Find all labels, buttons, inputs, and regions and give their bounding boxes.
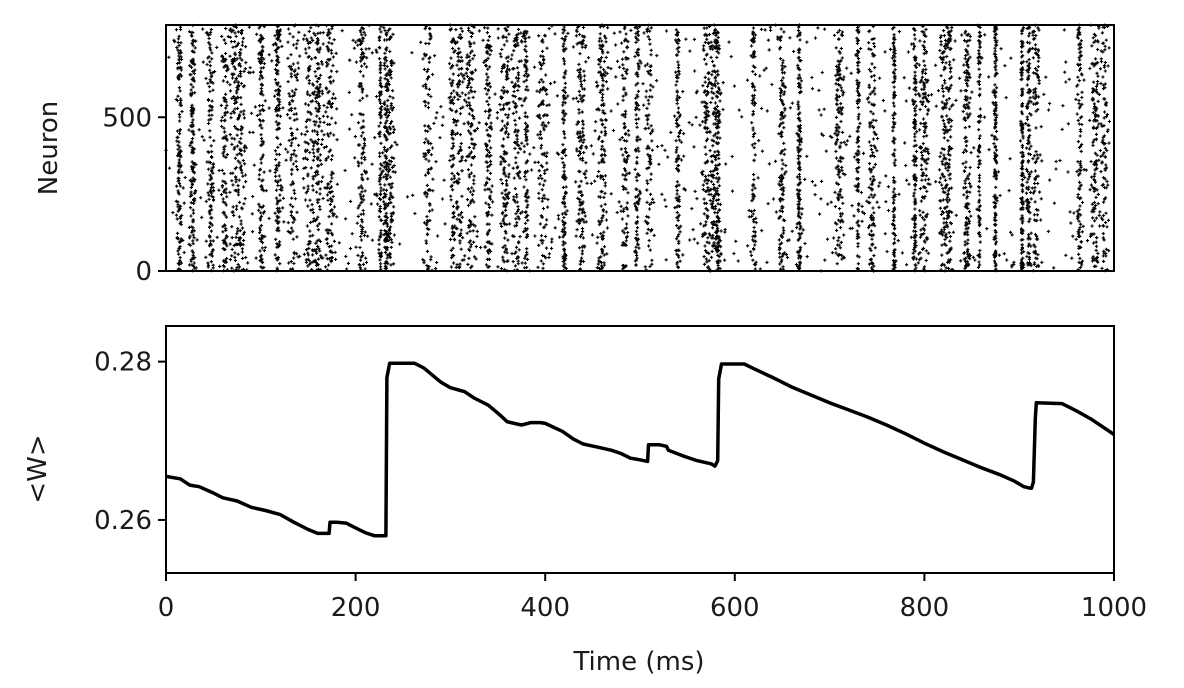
weight-y-axis: 0.26 0.28 [94,348,166,536]
weight-series-line [165,361,1115,538]
weight-x-tick-label: 400 [520,593,570,623]
weight-x-axis-label: Time (ms) [572,647,704,677]
weight-y-tick-label: 0.28 [94,348,152,378]
weight-x-tick-label: 800 [900,593,950,623]
raster-y-axis-label: Neuron [34,101,64,195]
weight-y-tick-label: 0.26 [94,506,152,536]
raster-y-tick-label: 0 [135,257,152,287]
raster-spike-marks [164,23,1111,273]
raster-y-axis: 0 500 [102,103,166,287]
raster-y-tick-label: 500 [102,103,152,133]
weight-panel: 0.26 0.28 0 200 400 600 800 1000 <W> Time (ms) [23,325,1147,677]
weight-x-tick-label: 0 [158,593,175,623]
weight-frame [165,325,1115,574]
weight-x-tick-label: 1000 [1081,593,1147,623]
weight-x-tick-label: 200 [331,593,381,623]
weight-x-axis: 0 200 400 600 800 1000 [158,573,1147,623]
weight-y-axis-label: <W> [23,434,53,503]
raster-frame [165,24,1115,272]
raster-points [164,23,1111,273]
weight-x-tick-label: 600 [710,593,760,623]
